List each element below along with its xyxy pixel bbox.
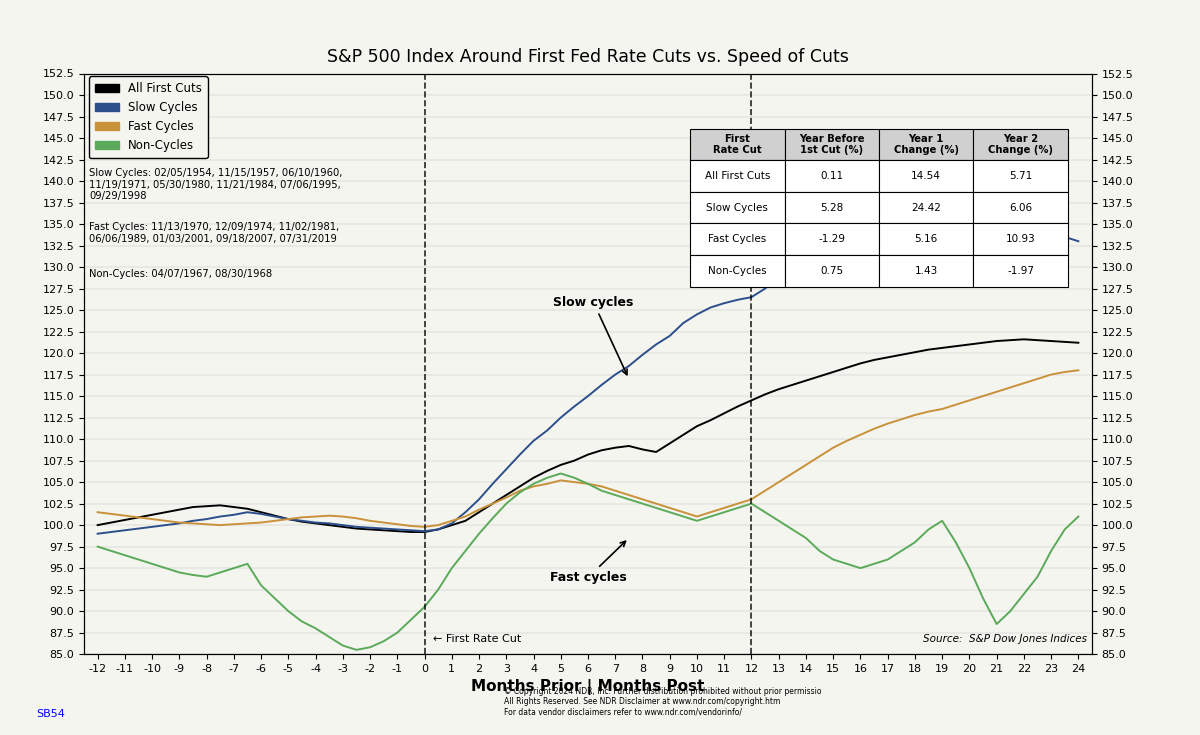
Non-Cycles	[935, 517, 949, 526]
All First Cuts	[403, 528, 418, 537]
All First Cuts	[1072, 338, 1086, 347]
Text: Source:  S&P Dow Jones Indices: Source: S&P Dow Jones Indices	[923, 634, 1086, 644]
Fast Cycles	[922, 407, 936, 416]
Fast Cycles	[308, 512, 323, 521]
Slow Cycles	[881, 221, 895, 230]
Fast Cycles	[90, 508, 104, 517]
Line: Fast Cycles: Fast Cycles	[97, 370, 1079, 527]
Text: © Copyright 2024 NDR, Inc. Further distribution prohibited without prior permiss: © Copyright 2024 NDR, Inc. Further distr…	[504, 686, 822, 717]
Text: SB54: SB54	[36, 709, 65, 719]
All First Cuts	[948, 342, 962, 351]
Text: Fast cycles: Fast cycles	[550, 541, 626, 584]
All First Cuts	[922, 345, 936, 354]
All First Cuts	[431, 525, 445, 534]
Legend: All First Cuts, Slow Cycles, Fast Cycles, Non-Cycles: All First Cuts, Slow Cycles, Fast Cycles…	[89, 76, 208, 158]
Non-Cycles	[308, 624, 323, 633]
Non-Cycles	[553, 469, 568, 478]
Non-Cycles	[1072, 512, 1086, 521]
All First Cuts	[308, 519, 323, 528]
Non-Cycles	[962, 564, 977, 573]
Text: Slow cycles: Slow cycles	[553, 295, 634, 375]
Line: All First Cuts: All First Cuts	[97, 340, 1079, 532]
All First Cuts	[1016, 335, 1031, 344]
Non-Cycles	[349, 645, 364, 654]
Slow Cycles	[418, 527, 432, 536]
Slow Cycles	[990, 230, 1004, 239]
Text: Fast Cycles: 11/13/1970, 12/09/1974, 11/02/1981,
06/06/1989, 01/03/2001, 09/18/2: Fast Cycles: 11/13/1970, 12/09/1974, 11/…	[90, 222, 340, 244]
All First Cuts	[90, 520, 104, 529]
Non-Cycles	[431, 585, 445, 594]
Fast Cycles	[1072, 366, 1086, 375]
Slow Cycles	[1072, 237, 1086, 245]
Text: Slow Cycles: 02/05/1954, 11/15/1957, 06/10/1960,
11/19/1971, 05/30/1980, 11/21/1: Slow Cycles: 02/05/1954, 11/15/1957, 06/…	[90, 168, 343, 201]
Fast Cycles	[948, 401, 962, 409]
X-axis label: Months Prior | Months Post: Months Prior | Months Post	[472, 679, 704, 695]
Slow Cycles	[922, 230, 936, 239]
Text: Non-Cycles: 04/07/1967, 08/30/1968: Non-Cycles: 04/07/1967, 08/30/1968	[90, 269, 272, 279]
Non-Cycles	[1003, 606, 1018, 615]
Non-Cycles	[608, 490, 623, 499]
Fast Cycles	[990, 387, 1004, 396]
Fast Cycles	[418, 523, 432, 531]
Slow Cycles	[581, 392, 595, 401]
All First Cuts	[594, 446, 608, 455]
Line: Non-Cycles: Non-Cycles	[97, 473, 1079, 650]
Slow Cycles	[948, 237, 962, 245]
Slow Cycles	[308, 518, 323, 527]
Non-Cycles	[90, 542, 104, 551]
Slow Cycles	[90, 529, 104, 538]
Line: Slow Cycles: Slow Cycles	[97, 226, 1079, 534]
Fast Cycles	[431, 520, 445, 529]
All First Cuts	[990, 337, 1004, 345]
Text: ← First Rate Cut: ← First Rate Cut	[433, 634, 521, 644]
Fast Cycles	[594, 482, 608, 491]
Title: S&P 500 Index Around First Fed Rate Cuts vs. Speed of Cuts: S&P 500 Index Around First Fed Rate Cuts…	[328, 49, 848, 66]
